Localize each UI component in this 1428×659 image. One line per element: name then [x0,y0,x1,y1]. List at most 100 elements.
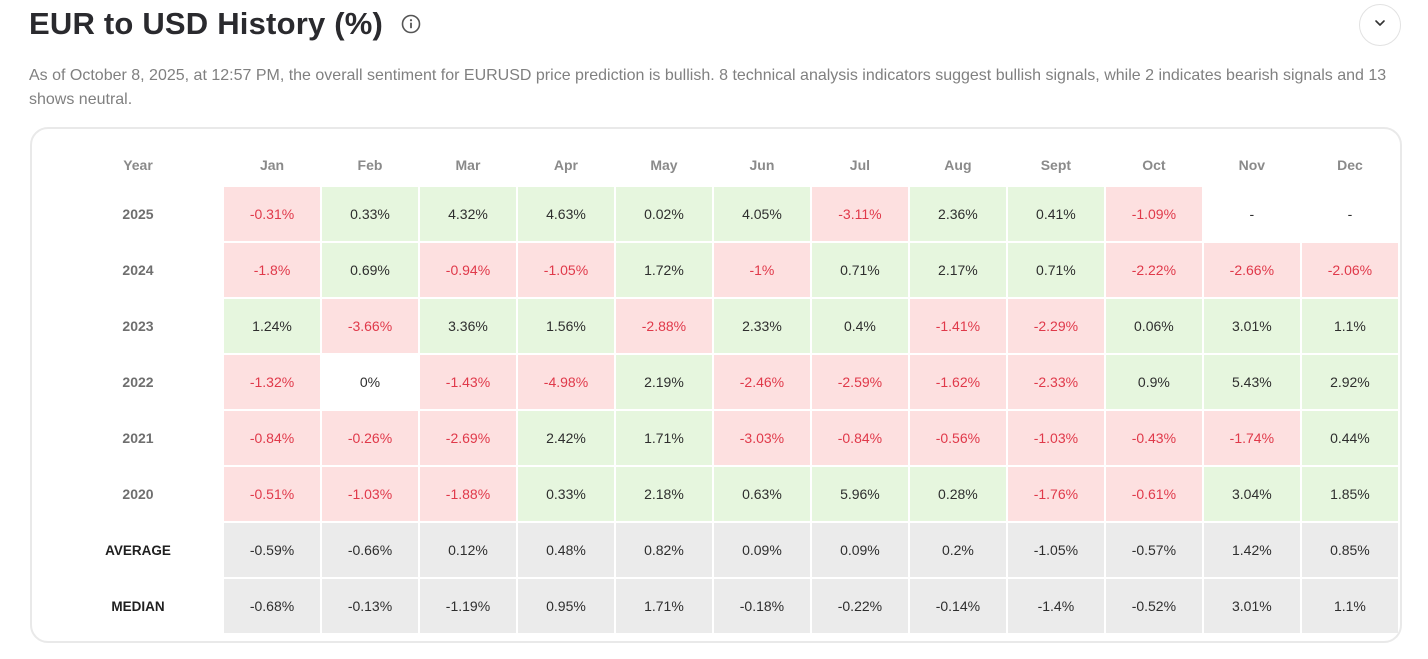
value-cell: 2.33% [713,299,810,353]
stat-value-cell: 0.85% [1301,523,1398,577]
column-header-month: Oct [1142,157,1166,173]
stat-value-cell: -0.66% [322,523,418,577]
value-cell: -3.03% [713,411,810,465]
stat-value-cell: -0.57% [1105,523,1202,577]
value-cell: -0.61% [1105,467,1202,521]
value-cell: -2.06% [1301,243,1398,297]
column-header-month: May [650,157,678,173]
value-cell: 4.05% [713,187,810,241]
column-header-month: Mar [455,157,481,173]
year-cell: 2025 [122,206,154,222]
chevron-down-icon [1373,16,1387,35]
stat-value-cell: 0.12% [419,523,516,577]
column-header-month: Aug [944,157,972,173]
stat-value-cell: -1.05% [1007,523,1104,577]
value-cell: 0.71% [811,243,908,297]
value-cell: 0.06% [1105,299,1202,353]
value-cell: 0.4% [811,299,908,353]
stat-value-cell: -0.18% [713,579,810,633]
stat-value-cell: -0.14% [909,579,1006,633]
value-cell: -2.59% [811,355,908,409]
stat-value-cell: 0.2% [909,523,1006,577]
year-cell: 2024 [122,262,154,278]
value-cell: -2.46% [713,355,810,409]
value-cell: 2.18% [615,467,712,521]
value-cell: 1.24% [224,299,320,353]
stat-value-cell: -0.52% [1105,579,1202,633]
value-cell: 2.17% [909,243,1006,297]
year-cell: 2020 [122,486,154,502]
value-cell: -2.22% [1105,243,1202,297]
stat-value-cell: -0.59% [224,523,320,577]
stat-value-cell: 1.42% [1203,523,1300,577]
stat-value-cell: -0.22% [811,579,908,633]
value-cell: 0.63% [713,467,810,521]
stat-label-cell: MEDIAN [111,598,165,614]
value-cell: -0.31% [224,187,320,241]
value-cell: -1.41% [909,299,1006,353]
column-header-month: Feb [357,157,383,173]
column-header-month: Jul [849,157,871,173]
stat-value-cell: 0.09% [811,523,908,577]
column-header-month: Jun [749,157,775,173]
value-cell: -1.32% [224,355,320,409]
value-cell: 2.36% [909,187,1006,241]
value-cell: -2.88% [615,299,712,353]
stat-label-cell: AVERAGE [105,542,171,558]
value-cell: 2.42% [517,411,614,465]
value-cell: 0.69% [322,243,418,297]
value-cell: 1.56% [517,299,614,353]
table-row: 2023 1.24% -3.66% 3.36% 1.56% -2.88% 2.33% 0.4%… [54,299,1398,353]
value-cell: 0.41% [1007,187,1104,241]
history-table-card: Year Jan Feb Mar Apr May Jun Jul Aug Sept Oct Nov D… [30,127,1402,643]
value-cell: - [1203,187,1300,241]
stat-row: MEDIAN -0.68% -0.13% -1.19% 0.95% 1.71% -0.18%… [54,579,1398,633]
stat-value-cell: 0.95% [517,579,614,633]
table-header-row: Year Jan Feb Mar Apr May Jun Jul Aug Sept Oct Nov D… [54,145,1398,185]
value-cell: -0.94% [419,243,516,297]
year-cell: 2023 [122,318,154,334]
value-cell: 0.9% [1105,355,1202,409]
column-header-year: Year [123,157,153,173]
value-cell: -0.84% [224,411,320,465]
value-cell: 1.85% [1301,467,1398,521]
value-cell: 4.63% [517,187,614,241]
history-table: Year Jan Feb Mar Apr May Jun Jul Aug Sept Oct Nov D… [52,143,1400,635]
value-cell: -2.69% [419,411,516,465]
value-cell: -1.88% [419,467,516,521]
value-cell: -2.66% [1203,243,1300,297]
value-cell: 0.02% [615,187,712,241]
table-row: 2022 -1.32% 0% -1.43% -4.98% 2.19% -2.46% -2.59… [54,355,1398,409]
stat-value-cell: 0.48% [517,523,614,577]
value-cell: 3.01% [1203,299,1300,353]
value-cell: 0.71% [1007,243,1104,297]
stat-value-cell: -0.68% [224,579,320,633]
value-cell: - [1301,187,1398,241]
value-cell: 4.32% [419,187,516,241]
value-cell: -1.8% [224,243,320,297]
stat-value-cell: -0.13% [322,579,418,633]
stat-value-cell: 1.1% [1301,579,1398,633]
stat-value-cell: 0.09% [713,523,810,577]
value-cell: 1.1% [1301,299,1398,353]
value-cell: -2.33% [1007,355,1104,409]
year-cell: 2021 [122,430,154,446]
value-cell: -1.62% [909,355,1006,409]
value-cell: -3.66% [322,299,418,353]
column-header-month: Nov [1238,157,1266,173]
collapse-button[interactable] [1359,4,1401,46]
value-cell: 1.71% [615,411,712,465]
value-cell: -1.74% [1203,411,1300,465]
stat-row: AVERAGE -0.59% -0.66% 0.12% 0.48% 0.82% 0.09% 0… [54,523,1398,577]
value-cell: 2.19% [615,355,712,409]
value-cell: -4.98% [517,355,614,409]
value-cell: -0.51% [224,467,320,521]
value-cell: 5.43% [1203,355,1300,409]
info-circle-icon[interactable] [401,14,421,34]
value-cell: -1.03% [1007,411,1104,465]
page-title: EUR to USD History (%) [29,6,384,41]
value-cell: 0% [322,355,418,409]
value-cell: -1% [713,243,810,297]
value-cell: -1.05% [517,243,614,297]
value-cell: 2.92% [1301,355,1398,409]
